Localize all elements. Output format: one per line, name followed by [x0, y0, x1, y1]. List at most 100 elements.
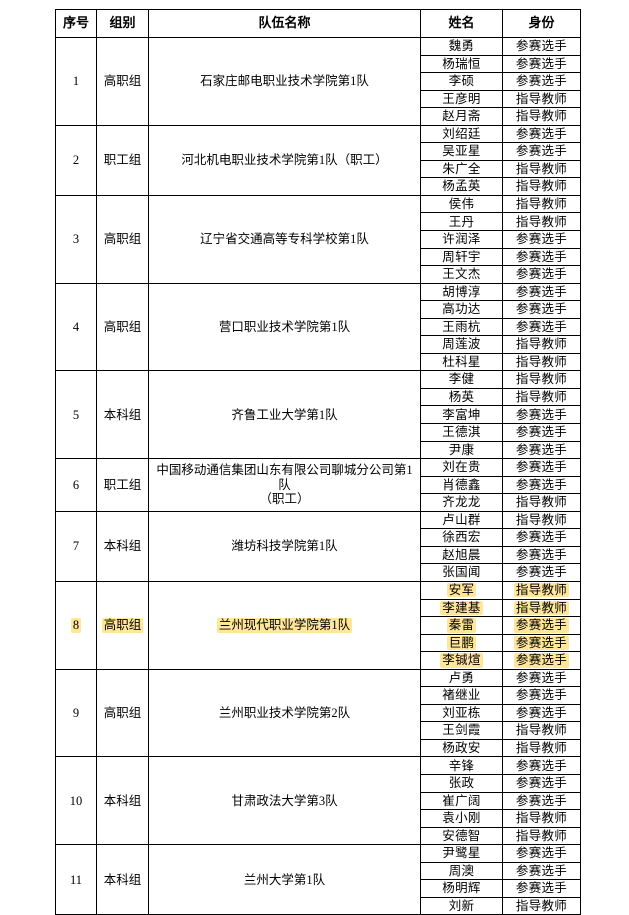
member-role-text: 参赛选手	[515, 232, 568, 247]
sequence-number-text: 3	[72, 232, 80, 247]
member-name-text: 周轩宇	[442, 249, 481, 264]
member-role-text: 指导教师	[515, 214, 568, 229]
cell-member-name: 辛锋	[420, 756, 503, 775]
member-name-text: 张政	[448, 776, 475, 791]
member-name-text: 李富坤	[442, 407, 481, 422]
member-name-text: 王彦明	[442, 91, 481, 106]
cell-member-name: 齐龙龙	[420, 493, 503, 512]
cell-member-role: 指导教师	[502, 580, 581, 600]
cell-team-name: 兰州大学第1队	[148, 844, 421, 915]
cell-member-role: 参赛选手	[502, 844, 581, 863]
cell-member-role: 参赛选手	[502, 773, 581, 793]
cell-member-name: 朱广全	[420, 159, 503, 179]
table-row: 杨政安 指导教师	[56, 738, 581, 758]
member-name-text: 张国闻	[442, 565, 481, 580]
cell-member-role: 参赛选手	[502, 651, 581, 670]
group-text: 本科组	[103, 539, 142, 554]
table-row: 褚继业 参赛选手	[56, 686, 581, 705]
member-name-text: 赵月斋	[442, 109, 481, 124]
member-name-text: 王剑霞	[442, 723, 481, 738]
table-row: 吴亚星 参赛选手	[56, 142, 581, 161]
cell-member-name: 刘新	[420, 896, 503, 915]
cell-member-name: 魏勇	[420, 37, 503, 56]
cell-member-role: 参赛选手	[502, 756, 581, 775]
member-name-text: 赵旭晨	[442, 547, 481, 562]
cell-member-role: 指导教师	[502, 335, 581, 354]
sequence-number-text: 10	[69, 793, 83, 808]
cell-team-name: 潍坊科技学院第1队	[148, 510, 421, 582]
group-text: 职工组	[103, 477, 142, 492]
cell-member-name: 刘绍廷	[420, 124, 503, 144]
cell-member-role: 参赛选手	[502, 317, 581, 337]
sequence-number-text: 11	[69, 872, 83, 887]
member-role-text: 指导教师	[515, 898, 568, 913]
cell-member-role: 参赛选手	[502, 791, 581, 811]
member-role-text: 参赛选手	[515, 425, 568, 440]
cell-member-role: 指导教师	[502, 493, 581, 512]
member-name-text: 杨英	[448, 390, 475, 405]
member-name-text: 齐龙龙	[442, 495, 481, 510]
team-name-text: 石家庄邮电职业技术学院第1队	[200, 74, 369, 89]
cell-member-name: 张政	[420, 773, 503, 793]
cell-member-name: 李健	[420, 370, 503, 389]
team-name-text: 齐鲁工业大学第1队	[231, 407, 338, 422]
member-role-text: 参赛选手	[515, 477, 568, 492]
table-row: 徐西宏 参赛选手	[56, 528, 581, 547]
cell-member-role: 参赛选手	[502, 142, 581, 161]
cell-member-name: 卢山群	[420, 510, 503, 530]
cell-member-name: 王雨杭	[420, 317, 503, 337]
member-role-text: 参赛选手	[513, 635, 570, 651]
cell-member-name: 周轩宇	[420, 247, 503, 267]
cell-member-name: 赵月斋	[420, 107, 503, 126]
cell-sequence-number: 10	[55, 756, 97, 846]
team-name-text: 兰州现代职业学院第1队	[216, 618, 353, 633]
member-name-text: 杨孟英	[442, 179, 481, 194]
table-row: 王文杰 参赛选手	[56, 265, 581, 284]
cell-member-role: 指导教师	[502, 721, 581, 740]
member-role-text: 指导教师	[515, 109, 568, 124]
group-text: 本科组	[103, 872, 142, 887]
column-header-team: 队伍名称	[148, 9, 421, 38]
member-role-text: 参赛选手	[515, 74, 568, 89]
cell-member-name: 王德淇	[420, 423, 503, 442]
member-name-text: 胡博淳	[442, 284, 481, 299]
member-name-text: 卢山群	[442, 512, 481, 527]
cell-member-name: 崔广阔	[420, 791, 503, 811]
cell-team-name: 兰州现代职业学院第1队	[148, 580, 421, 670]
cell-member-name: 胡博淳	[420, 282, 503, 302]
cell-member-role: 参赛选手	[502, 440, 581, 460]
group-text: 高职组	[103, 705, 142, 720]
member-name-text: 刘亚栋	[442, 705, 481, 720]
cell-member-role: 参赛选手	[502, 668, 581, 688]
member-role-text: 参赛选手	[515, 249, 568, 264]
cell-team-name: 中国移动通信集团山东有限公司聊城分公司第1 队（职工）	[148, 458, 421, 512]
cell-member-role: 指导教师	[502, 159, 581, 179]
cell-member-role: 参赛选手	[502, 475, 581, 495]
member-name-text: 许润泽	[442, 232, 481, 247]
cell-member-role: 指导教师	[502, 194, 581, 214]
member-name-text: 尹鹭星	[442, 846, 481, 861]
cell-member-role: 参赛选手	[502, 282, 581, 302]
cell-member-name: 许润泽	[420, 230, 503, 249]
cell-member-name: 王文杰	[420, 265, 503, 284]
table-row: 5 本科组 齐鲁工业大学第1队 李健 指导教师	[55, 370, 581, 460]
member-role-text: 参赛选手	[515, 863, 568, 878]
cell-group: 高职组	[96, 668, 149, 758]
member-role-text: 指导教师	[515, 179, 568, 194]
group-text: 高职组	[101, 618, 144, 633]
member-role-text: 指导教师	[515, 337, 568, 352]
cell-sequence-number: 11	[55, 844, 97, 915]
team-name-text: 河北机电职业技术学院第1队（职工）	[181, 153, 388, 168]
member-name-text: 王德淇	[442, 425, 481, 440]
table-row: 朱广全 指导教师	[56, 159, 581, 179]
sequence-number-text: 4	[72, 319, 80, 334]
column-header-seq: 序号	[55, 9, 97, 38]
member-role-text: 指导教师	[515, 197, 568, 211]
team-name-line: 队	[278, 477, 291, 492]
cell-member-role: 指导教师	[502, 212, 581, 232]
cell-member-name: 尹康	[420, 440, 503, 460]
member-name-text: 秦雷	[446, 618, 477, 633]
member-name-text: 安军	[446, 583, 477, 598]
column-header-name: 姓名	[420, 9, 503, 38]
group-text: 职工组	[103, 153, 142, 168]
